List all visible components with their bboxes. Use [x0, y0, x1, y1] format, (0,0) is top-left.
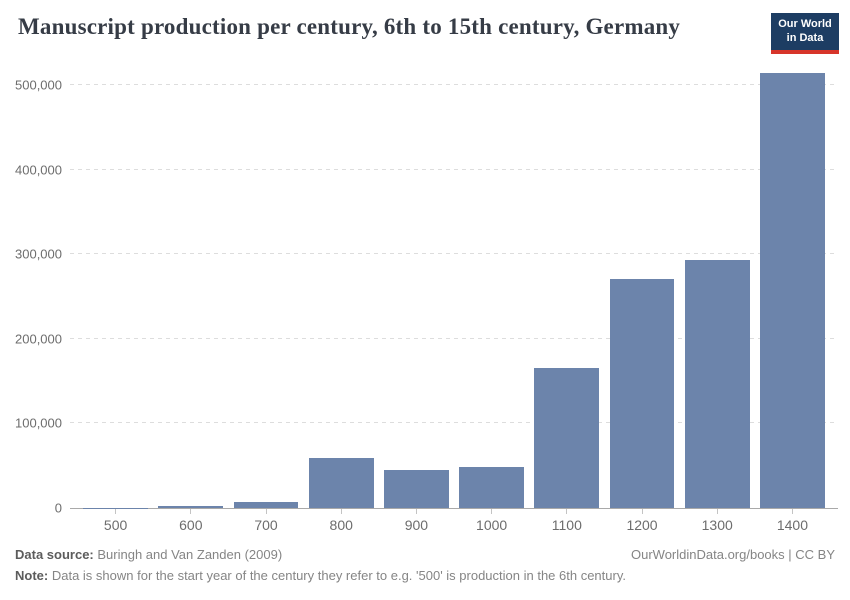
x-tick-label: 1200	[626, 517, 658, 533]
bar-band	[379, 60, 454, 508]
x-tick-mark	[566, 509, 568, 514]
owid-logo[interactable]: Our World in Data	[771, 13, 839, 54]
bar-900[interactable]	[384, 470, 449, 508]
x-axis-cell: 600	[153, 509, 228, 533]
x-tick-label: 1100	[551, 517, 582, 533]
x-tick-mark	[791, 509, 793, 514]
plot-area	[70, 60, 838, 509]
bar-band	[529, 60, 604, 508]
x-tick-label: 500	[103, 517, 128, 533]
bar-800[interactable]	[308, 457, 374, 508]
data-source-label: Data source:	[15, 547, 94, 562]
gridline	[70, 337, 838, 339]
owid-logo-stripe	[771, 49, 839, 54]
footer: Data source: Buringh and Van Zanden (200…	[15, 547, 835, 583]
x-tick-label: 600	[179, 517, 203, 533]
x-axis-cell: 1100	[529, 509, 604, 533]
chart-body: 500 600 700 800 900 1000 1100 1200 1300 1400	[70, 60, 838, 533]
y-tick-label: 100,000	[15, 415, 62, 431]
x-axis-cell: 1300	[680, 509, 755, 533]
bar-1000[interactable]	[459, 466, 524, 508]
x-tick-mark	[716, 509, 718, 514]
bar-band	[755, 60, 830, 508]
x-axis-cell: 500	[78, 509, 153, 533]
note-text: Data is shown for the start year of the …	[51, 568, 626, 583]
x-axis-cell: 1200	[604, 509, 679, 533]
x-tick-mark	[415, 509, 417, 514]
bar-1200[interactable]	[609, 279, 675, 508]
credit-link[interactable]: OurWorldinData.org/books | CC BY	[631, 547, 835, 562]
gridline	[70, 422, 838, 424]
x-tick-mark	[265, 509, 267, 514]
bar-700[interactable]	[233, 501, 299, 508]
chart-title: Manuscript production per century, 6th t…	[18, 14, 681, 39]
bar-1100[interactable]	[534, 367, 600, 508]
y-tick-label: 300,000	[15, 246, 62, 262]
bars-layer	[70, 60, 838, 508]
x-tick-mark	[491, 509, 493, 514]
y-tick-label: 0	[54, 500, 62, 516]
x-tick-mark	[340, 509, 342, 514]
y-tick-label: 200,000	[15, 331, 62, 347]
bar-band	[680, 60, 755, 508]
y-axis-labels: 0 100,000 200,000 300,000 400,000 500,000	[0, 60, 62, 516]
bar-1300[interactable]	[684, 259, 750, 508]
note-label: Note:	[15, 568, 49, 583]
gridline	[70, 168, 838, 170]
x-tick-label: 1000	[476, 517, 508, 533]
x-tick-label: 900	[404, 517, 429, 533]
x-tick-mark	[115, 509, 117, 514]
note: Note: Data is shown for the start year o…	[15, 568, 835, 583]
x-axis: 500 600 700 800 900 1000 1100 1200 1300 1400	[70, 509, 838, 533]
bar-band	[153, 60, 228, 508]
bar-1400[interactable]	[760, 73, 825, 508]
y-tick-label: 500,000	[15, 77, 62, 93]
bar-band	[304, 60, 379, 508]
bar-band	[454, 60, 529, 508]
x-tick-label: 800	[329, 517, 353, 533]
x-axis-cell: 700	[228, 509, 303, 533]
x-tick-label: 1400	[776, 517, 808, 533]
gridline	[70, 84, 838, 86]
x-tick-mark	[641, 509, 643, 514]
bar-band	[228, 60, 303, 508]
x-tick-label: 1300	[701, 517, 733, 533]
bar-band	[604, 60, 679, 508]
data-source-text: Buringh and Van Zanden (2009)	[97, 547, 283, 562]
gridline	[70, 253, 838, 255]
owid-logo-text: Our World in Data	[771, 13, 839, 50]
x-tick-label: 700	[254, 517, 278, 533]
x-axis-cell: 900	[379, 509, 454, 533]
x-tick-mark	[190, 509, 192, 514]
data-source: Data source: Buringh and Van Zanden (200…	[15, 547, 282, 562]
x-axis-cell: 1000	[454, 509, 529, 533]
bar-band	[78, 60, 153, 508]
x-axis-cell: 1400	[755, 509, 830, 533]
y-tick-label: 400,000	[15, 162, 62, 178]
x-axis-cell: 800	[304, 509, 379, 533]
bar-600[interactable]	[158, 506, 224, 508]
